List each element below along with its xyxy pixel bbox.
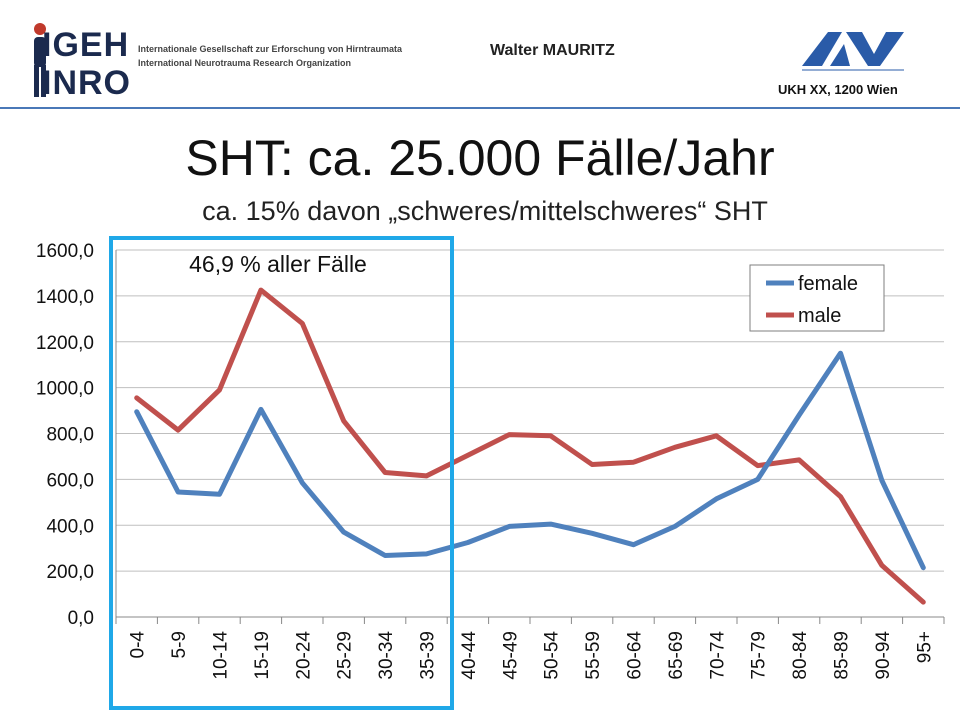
x-tick-label: 0-4 [128,631,149,659]
y-tick-label: 600,0 [46,470,94,491]
y-tick-label: 200,0 [46,562,94,583]
y-tick-label: 400,0 [46,516,94,537]
series-line-male [134,287,926,605]
series-lines [134,287,926,605]
x-tick-label: 30-34 [376,631,397,680]
y-tick-label: 800,0 [46,425,94,446]
x-tick-label: 15-19 [252,631,273,680]
highlight-box [109,236,454,710]
y-axis-tick-labels: 0,0 200,0 400,0 600,0 800,0 1000,0 1200,0 1400,… [36,241,94,629]
y-tick-label: 0,0 [68,608,94,629]
x-tick-label: 90-94 [873,631,894,680]
x-tick-label: 25-29 [335,631,356,680]
auva-logo [800,28,910,78]
x-tick-label: 40-44 [459,631,480,680]
logo-line-1: IGEH [42,26,130,64]
author-name: Walter MAURITZ [490,42,615,59]
slide-header: IGEH INRO Internationale Gesellschaft zu… [0,0,960,109]
logo-wordmark: IGEH INRO [42,26,131,102]
y-tick-label: 1200,0 [36,333,94,354]
series-line-female [134,350,926,571]
x-tick-label: 10-14 [211,631,232,680]
slide-title: SHT: ca. 25.000 Fälle/Jahr [185,130,775,186]
x-tick-label: 45-49 [500,631,521,680]
header-divider [0,107,960,109]
hospital-address: UKH XX, 1200 Wien [778,82,898,97]
legend-box [749,264,885,332]
organization-names: Internationale Gesellschaft zur Erforsch… [138,42,402,70]
highlight-label: 46,9 % aller Fälle [189,251,367,277]
axes [115,250,945,624]
legend-label-male: male [798,305,841,327]
x-tick-label: 35-39 [418,631,439,680]
x-tick-label: 50-54 [542,631,563,680]
x-tick-label: 95+ [914,631,935,663]
x-tick-label: 70-74 [707,631,728,680]
organization-name-de: Internationale Gesellschaft zur Erforsch… [138,44,403,54]
logo-line-2: INRO [42,64,131,102]
person-icon [34,23,46,97]
x-tick-label: 55-59 [583,631,604,680]
x-tick-label: 80-84 [790,631,811,680]
legend: female male [749,264,885,332]
x-tick-label: 5-9 [169,631,190,658]
line-chart: 0,0 200,0 400,0 600,0 800,0 1000,0 1200,0 1400,… [36,236,945,710]
x-axis-tick-labels: 0-4 5-9 10-14 15-19 20-24 25-29 30-34 35-39 40-4… [128,631,936,680]
grid [116,249,944,572]
y-tick-label: 1400,0 [36,287,94,308]
x-tick-label: 60-64 [625,631,646,680]
x-tick-label: 65-69 [666,631,687,680]
y-tick-label: 1600,0 [36,241,94,262]
x-tick-label: 75-79 [749,631,770,680]
y-tick-label: 1000,0 [36,379,94,400]
auva-emblem [802,32,904,71]
x-tick-label: 85-89 [832,631,853,680]
legend-label-female: female [798,273,858,295]
igeh-inro-logo: IGEH INRO Internationale Gesellschaft zu… [30,22,402,102]
slide-subtitle: ca. 15% davon „schweres/mittelschweres“ … [202,196,768,226]
x-tick-label: 20-24 [293,631,314,680]
organization-name-en: International Neurotrauma Research Organ… [138,58,352,68]
